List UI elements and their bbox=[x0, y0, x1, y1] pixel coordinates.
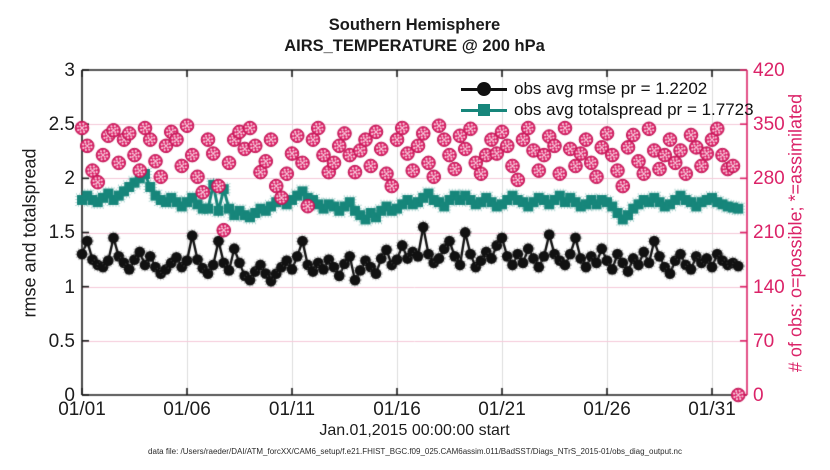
right-tick-0: 0 bbox=[753, 385, 764, 406]
left-tick-0_5: 0.5 bbox=[48, 331, 75, 352]
legend-label-totalspread: obs avg totalspread pr = 1.7723 bbox=[514, 100, 754, 119]
legend-item-totalspread: obs avg totalspread pr = 1.7723 bbox=[461, 100, 754, 120]
left-tick-0: 0 bbox=[64, 385, 75, 406]
circle-marker-icon bbox=[477, 82, 491, 96]
left-tick-1_5: 1.5 bbox=[48, 222, 75, 243]
left-tick-2: 2 bbox=[64, 168, 75, 189]
right-tick-420: 420 bbox=[753, 60, 785, 81]
chart-title-line1: Southern Hemisphere bbox=[328, 16, 501, 34]
left-tick-2_5: 2.5 bbox=[48, 114, 75, 135]
square-marker-icon bbox=[478, 104, 490, 116]
left-axis-label: rmse and totalspread bbox=[19, 148, 40, 318]
legend-marker-totalspread bbox=[461, 102, 507, 118]
right-tick-210: 210 bbox=[753, 222, 785, 243]
x-tick-0116: 01/16 bbox=[373, 399, 421, 420]
right-tick-140: 140 bbox=[753, 277, 785, 298]
legend-label-rmse: obs avg rmse pr = 1.2202 bbox=[514, 79, 708, 98]
x-tick-0121: 01/21 bbox=[478, 399, 526, 420]
x-tick-0111: 01/11 bbox=[268, 399, 316, 420]
left-tick-1: 1 bbox=[64, 277, 75, 298]
right-tick-70: 70 bbox=[753, 331, 775, 352]
left-tick-3: 3 bbox=[64, 60, 75, 81]
x-tick-0106: 01/06 bbox=[163, 399, 211, 420]
chart-title-line2: AIRS_TEMPERATURE @ 200 hPa bbox=[284, 37, 545, 55]
x-tick-0131: 01/31 bbox=[688, 399, 736, 420]
x-tick-0101: 01/01 bbox=[58, 399, 106, 420]
data-file-caption: data file: /Users/raeder/DAI/ATM_forcXX/… bbox=[148, 447, 682, 456]
x-tick-0126: 01/26 bbox=[583, 399, 631, 420]
right-tick-350: 350 bbox=[753, 114, 785, 135]
right-tick-280: 280 bbox=[753, 168, 785, 189]
legend-item-rmse: obs avg rmse pr = 1.2202 bbox=[461, 79, 707, 99]
right-axis-label: # of obs: o=possible; *=assimilated bbox=[785, 93, 806, 373]
x-axis-label: Jan.01,2015 00:00:00 start bbox=[319, 422, 510, 439]
legend-marker-rmse bbox=[461, 81, 507, 97]
